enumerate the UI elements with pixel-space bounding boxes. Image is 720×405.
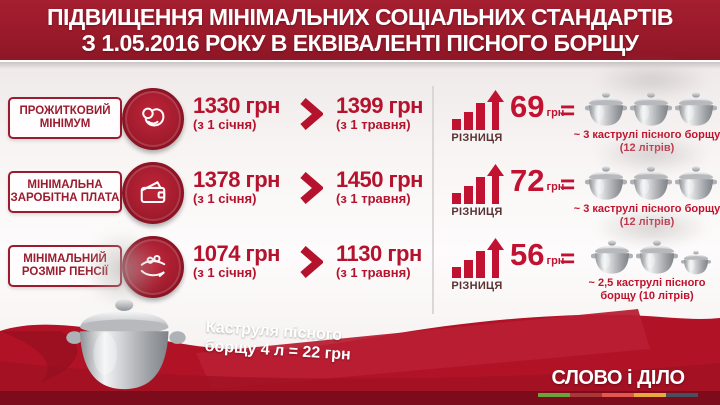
steam	[84, 232, 162, 306]
chevron-right-icon	[299, 171, 325, 205]
pots-caption: ~ 2,5 каструлі пісного борщу (10 літрів)	[588, 277, 706, 302]
row-label: МІНІМАЛЬНА ЗАРОБІТНА ПЛАТА	[10, 179, 120, 204]
value-may: 1130 грн (з 1 травня)	[336, 241, 422, 280]
underline-segment	[538, 393, 570, 397]
chevron-right-icon	[299, 97, 325, 131]
steam	[594, 208, 710, 248]
value-may: 1450 грн (з 1 травня)	[336, 167, 423, 206]
underline-segment	[634, 393, 666, 397]
underline-segment	[602, 393, 634, 397]
chevron-right-icon	[299, 245, 325, 279]
value-january: 1074 грн (з 1 січня)	[193, 241, 280, 280]
footer-ribbon	[0, 309, 720, 405]
equals-sign: =	[560, 243, 576, 273]
difference-value: 56 грн	[510, 237, 565, 272]
steam	[594, 134, 710, 174]
header-shadow	[0, 62, 720, 69]
bar-growth-icon	[452, 237, 504, 279]
big-pot-image	[66, 299, 186, 390]
pot-icon-small	[681, 250, 711, 275]
value-january: 1378 грн (з 1 січня)	[193, 167, 280, 206]
difference-label: РІЗНИЦЯ	[451, 206, 503, 218]
equals-sign: =	[560, 95, 576, 125]
value-may: 1399 грн (з 1 травня)	[336, 93, 423, 132]
value-january: 1330 грн (з 1 січня)	[193, 93, 280, 132]
difference-label: РІЗНИЦЯ	[451, 132, 503, 144]
page-title-line1: ПІДВИЩЕННЯ МІНІМАЛЬНИХ СОЦІАЛЬНИХ СТАНДА…	[47, 4, 674, 30]
row-living-minimum: ПРОЖИТКОВИЙ МІНІМУМ 1330 грн (з 1 січня)…	[0, 60, 720, 154]
row-label-box: МІНІМАЛЬНА ЗАРОБІТНА ПЛАТА	[8, 171, 122, 213]
bar-growth-icon	[452, 89, 504, 131]
pots-cluster	[584, 208, 718, 276]
underline-segment	[666, 393, 698, 397]
row-label: ПРОЖИТКОВИЙ МІНІМУМ	[19, 105, 111, 130]
underline-segment	[570, 393, 602, 397]
bar-growth-icon	[452, 163, 504, 205]
difference-value: 69 грн	[510, 89, 565, 124]
pots-cluster	[584, 60, 718, 128]
steam	[594, 60, 710, 100]
equals-sign: =	[560, 169, 576, 199]
wallet-icon	[122, 162, 184, 224]
page-title-line2: З 1.05.2016 РОКУ В ЕКВІВАЛЕНТІ ПІСНОГО Б…	[81, 30, 639, 56]
fist-coin-icon	[122, 88, 184, 150]
pots-cluster	[584, 134, 718, 202]
column-divider	[432, 86, 434, 314]
header: ПІДВИЩЕННЯ МІНІМАЛЬНИХ СОЦІАЛЬНИХ СТАНДА…	[0, 0, 720, 62]
row-label-box: ПРОЖИТКОВИЙ МІНІМУМ	[8, 97, 122, 139]
difference-label: РІЗНИЦЯ	[451, 280, 503, 292]
slovo-i-dilo-logo: СЛОВО і ДІЛО	[538, 367, 698, 397]
difference-value: 72 грн	[510, 163, 565, 198]
logo-underline	[538, 393, 698, 397]
logo-text: СЛОВО і ДІЛО	[551, 367, 685, 389]
